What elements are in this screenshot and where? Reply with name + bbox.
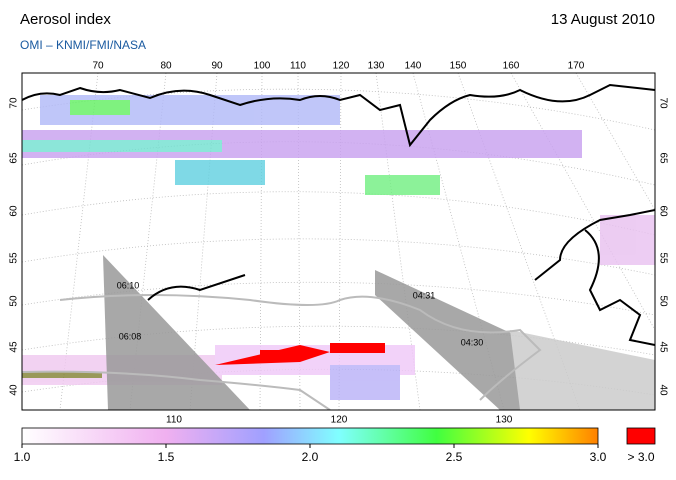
colorbar-tick-label: 3.0 [590, 450, 607, 464]
lon-label: 110 [166, 415, 182, 426]
lat-label: 60 [657, 205, 668, 217]
lat-label: 40 [657, 384, 668, 396]
lat-label: 60 [9, 205, 20, 217]
date: 13 August 2010 [551, 11, 655, 28]
lon-label: 100 [254, 61, 271, 72]
map [22, 73, 655, 410]
lat-label: 50 [657, 295, 668, 307]
lat-label: 55 [9, 252, 20, 264]
lat-label: 40 [9, 384, 20, 396]
overpass-time: 04:30 [461, 337, 484, 347]
lon-label: 70 [92, 61, 104, 72]
lon-label: 140 [405, 61, 422, 72]
overpass-time: 06:08 [119, 331, 142, 341]
colorbar-tick-label: 1.0 [14, 450, 31, 464]
colorbar-tick-label: 1.5 [158, 450, 175, 464]
colorbar-over-label: > 3.0 [627, 450, 654, 464]
overpass-time: 04:31 [413, 290, 436, 300]
lat-label: 65 [657, 152, 668, 164]
lon-label: 90 [211, 61, 223, 72]
lon-label: 110 [290, 61, 306, 72]
subtitle: OMI – KNMI/FMI/NASA [20, 38, 146, 52]
colorbar-over [626, 427, 656, 445]
title: Aerosol index [20, 11, 111, 28]
colorbar-tick-label: 2.5 [446, 450, 463, 464]
lon-label: 80 [160, 61, 172, 72]
lon-label: 120 [333, 61, 350, 72]
lat-label: 70 [657, 97, 668, 109]
overpass-time: 06:10 [117, 280, 140, 290]
colorbar [21, 427, 599, 445]
lon-label: 130 [368, 61, 385, 72]
lat-label: 70 [9, 97, 20, 109]
lon-label: 120 [331, 415, 348, 426]
lon-label: 130 [496, 415, 513, 426]
lat-label: 55 [657, 252, 668, 264]
lon-label: 160 [503, 61, 520, 72]
lat-label: 45 [9, 341, 20, 353]
lon-label: 150 [450, 61, 467, 72]
colorbar-tick-label: 2.0 [302, 450, 319, 464]
lat-label: 45 [657, 341, 668, 353]
lat-label: 65 [9, 152, 20, 164]
lat-label: 50 [9, 295, 20, 307]
lon-label: 170 [568, 61, 585, 72]
